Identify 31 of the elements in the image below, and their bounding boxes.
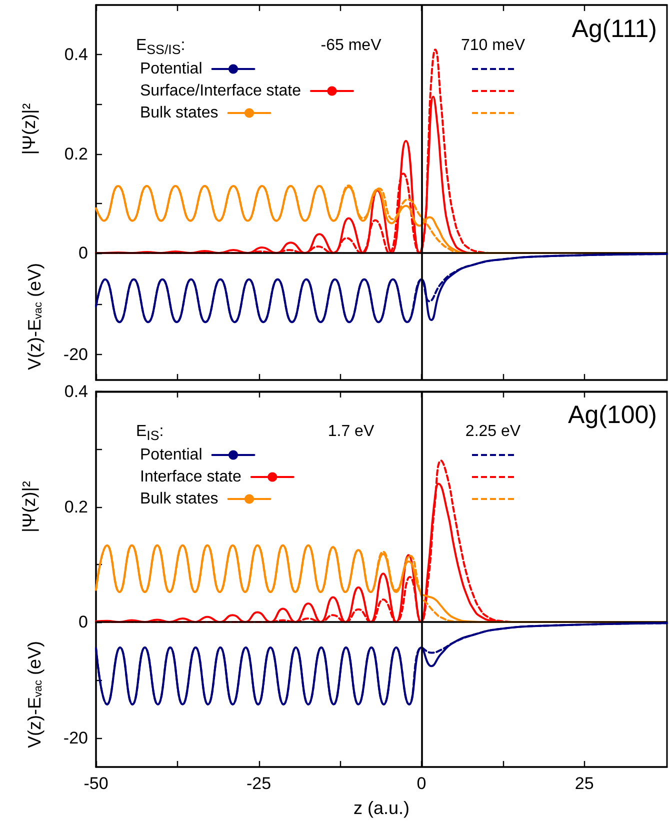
legend-title: E$_{IS}$:	[136, 423, 164, 444]
legend-label: Interface state	[140, 468, 242, 486]
y-tick-label: 0.4	[64, 382, 88, 401]
y-tick-label: 0.4	[64, 45, 88, 64]
x-tick-label: 0	[416, 774, 426, 793]
legend-title: E$_{SS/IS}$:	[136, 37, 186, 58]
annotation: 1.7 eV	[326, 423, 376, 441]
annotation: Ag(111)	[572, 15, 657, 44]
y-axis-title: |Ψ(z)|²	[19, 481, 39, 532]
annotation: -65 meV	[320, 37, 382, 55]
annotation: 2.25 eV	[464, 423, 522, 441]
x-tick-label: 25	[574, 774, 594, 793]
y-axis-title: V(z)-Evac (eV)	[24, 262, 44, 370]
y-axis-title: |Ψ(z)|²	[19, 103, 39, 155]
y-tick-label: -20	[63, 345, 88, 364]
y-tick-label: 0	[78, 612, 88, 632]
y-tick-label: -20	[63, 728, 88, 748]
y-tick-label: 0.2	[64, 144, 88, 164]
annotation: 710 meV	[460, 37, 526, 55]
x-tick-label: -25	[246, 774, 272, 793]
annotation: Ag(100)	[568, 401, 657, 430]
legend-label: Surface/Interface state	[140, 82, 302, 100]
y-tick-label: 0.2	[64, 497, 88, 516]
legend-label: Bulk states	[140, 104, 218, 122]
legend-label: Potential	[140, 446, 202, 464]
x-axis-title: z (a.u.)	[353, 798, 410, 818]
y-tick-label: 0	[78, 244, 88, 262]
legend-label: Bulk states	[140, 490, 218, 508]
legend-label: Potential	[140, 60, 202, 78]
y-axis-title: V(z)-Evac (eV)	[24, 640, 44, 748]
x-tick-label: -50	[84, 774, 108, 793]
